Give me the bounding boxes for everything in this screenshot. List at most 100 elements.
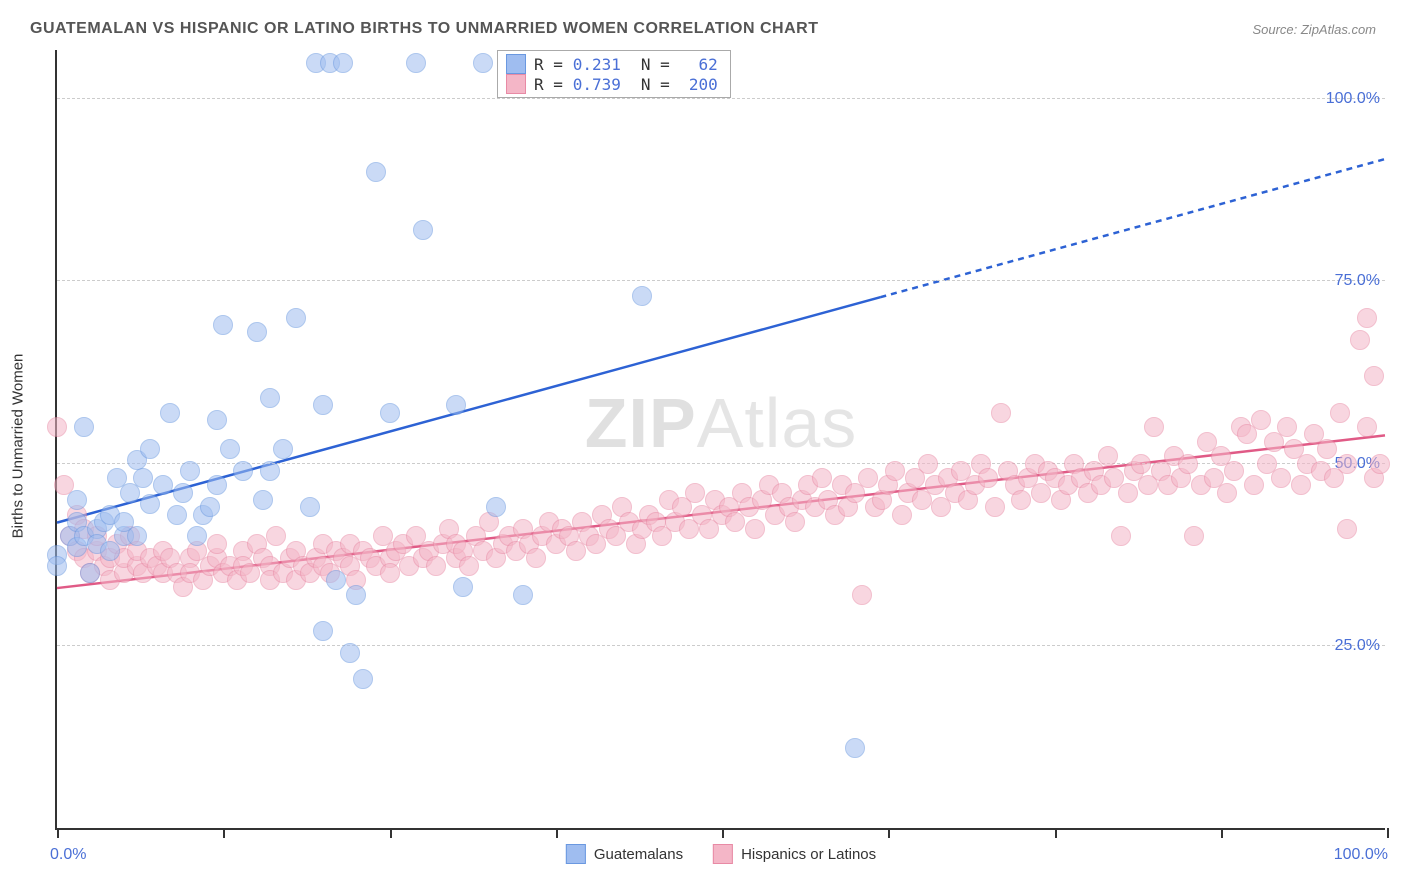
data-point-guatemalans (260, 461, 280, 481)
legend-item-hispanics: Hispanics or Latinos (713, 844, 876, 864)
trendlines-layer (57, 50, 1385, 828)
chart-title: GUATEMALAN VS HISPANIC OR LATINO BIRTHS … (30, 20, 819, 38)
data-point-hispanics (1370, 454, 1390, 474)
legend-label: Hispanics or Latinos (741, 846, 876, 863)
data-point-guatemalans (326, 570, 346, 590)
data-point-hispanics (380, 563, 400, 583)
data-point-guatemalans (160, 403, 180, 423)
x-tick (1055, 828, 1057, 838)
x-tick (223, 828, 225, 838)
data-point-hispanics (1118, 483, 1138, 503)
legend-swatch-guatemalans (566, 844, 586, 864)
data-point-guatemalans (180, 461, 200, 481)
data-point-guatemalans (366, 162, 386, 182)
data-point-guatemalans (47, 556, 67, 576)
data-point-guatemalans (300, 497, 320, 517)
data-point-hispanics (1224, 461, 1244, 481)
data-point-hispanics (1178, 454, 1198, 474)
data-point-hispanics (207, 534, 227, 554)
data-point-guatemalans (453, 577, 473, 597)
data-point-guatemalans (313, 395, 333, 415)
data-point-hispanics (1271, 468, 1291, 488)
data-point-guatemalans (220, 439, 240, 459)
y-tick-label: 100.0% (1326, 90, 1380, 108)
data-point-guatemalans (80, 563, 100, 583)
data-point-hispanics (1330, 403, 1350, 423)
data-point-guatemalans (127, 526, 147, 546)
x-tick (1221, 828, 1223, 838)
legend-swatch-hispanics (713, 844, 733, 864)
data-point-hispanics (885, 461, 905, 481)
data-point-hispanics (1291, 475, 1311, 495)
legend-item-guatemalans: Guatemalans (566, 844, 683, 864)
legend-series: Guatemalans Hispanics or Latinos (566, 844, 876, 864)
data-point-hispanics (991, 403, 1011, 423)
data-point-guatemalans (247, 322, 267, 342)
data-point-hispanics (526, 548, 546, 568)
data-point-hispanics (1277, 417, 1297, 437)
data-point-guatemalans (207, 475, 227, 495)
data-point-hispanics (1350, 330, 1370, 350)
data-point-guatemalans (845, 738, 865, 758)
data-point-hispanics (1357, 308, 1377, 328)
data-point-guatemalans (67, 490, 87, 510)
data-point-hispanics (852, 585, 872, 605)
data-point-hispanics (785, 512, 805, 532)
gridline-h (57, 98, 1385, 99)
data-point-guatemalans (253, 490, 273, 510)
data-point-guatemalans (632, 286, 652, 306)
trendline-guatemalans-extrapolated (880, 159, 1385, 297)
data-point-guatemalans (260, 388, 280, 408)
data-point-guatemalans (486, 497, 506, 517)
data-point-guatemalans (173, 483, 193, 503)
y-tick-label: 25.0% (1335, 637, 1380, 655)
plot-area: ZIPAtlas R =0.231N =62R =0.739N =200 Gua… (55, 50, 1385, 830)
data-point-guatemalans (333, 53, 353, 73)
data-point-hispanics (1317, 439, 1337, 459)
data-point-guatemalans (187, 526, 207, 546)
data-point-guatemalans (446, 395, 466, 415)
data-point-guatemalans (413, 220, 433, 240)
data-point-hispanics (985, 497, 1005, 517)
data-point-hispanics (1217, 483, 1237, 503)
data-point-guatemalans (346, 585, 366, 605)
data-point-hispanics (47, 417, 67, 437)
data-point-hispanics (1111, 526, 1131, 546)
data-point-hispanics (1357, 417, 1377, 437)
data-point-guatemalans (74, 417, 94, 437)
data-point-guatemalans (273, 439, 293, 459)
x-tick (57, 828, 59, 838)
x-tick (888, 828, 890, 838)
y-tick-label: 75.0% (1335, 272, 1380, 290)
data-point-guatemalans (133, 468, 153, 488)
data-point-guatemalans (473, 53, 493, 73)
x-tick (1387, 828, 1389, 838)
x-axis-label-max: 100.0% (1334, 846, 1388, 864)
data-point-hispanics (978, 468, 998, 488)
data-point-guatemalans (167, 505, 187, 525)
data-point-hispanics (745, 519, 765, 539)
data-point-hispanics (1337, 454, 1357, 474)
data-point-guatemalans (200, 497, 220, 517)
data-point-guatemalans (207, 410, 227, 430)
data-point-guatemalans (140, 494, 160, 514)
data-point-hispanics (266, 526, 286, 546)
x-tick (390, 828, 392, 838)
data-point-hispanics (1098, 446, 1118, 466)
data-point-guatemalans (513, 585, 533, 605)
x-axis-label-min: 0.0% (50, 846, 86, 864)
data-point-hispanics (685, 483, 705, 503)
gridline-h (57, 280, 1385, 281)
data-point-hispanics (1364, 366, 1384, 386)
data-point-hispanics (1251, 410, 1271, 430)
data-point-hispanics (892, 505, 912, 525)
legend-label: Guatemalans (594, 846, 683, 863)
source-attribution: Source: ZipAtlas.com (1252, 22, 1376, 37)
data-point-hispanics (858, 468, 878, 488)
data-point-guatemalans (286, 308, 306, 328)
data-point-guatemalans (233, 461, 253, 481)
data-point-hispanics (426, 556, 446, 576)
data-point-guatemalans (353, 669, 373, 689)
data-point-hispanics (1011, 490, 1031, 510)
data-point-hispanics (1244, 475, 1264, 495)
